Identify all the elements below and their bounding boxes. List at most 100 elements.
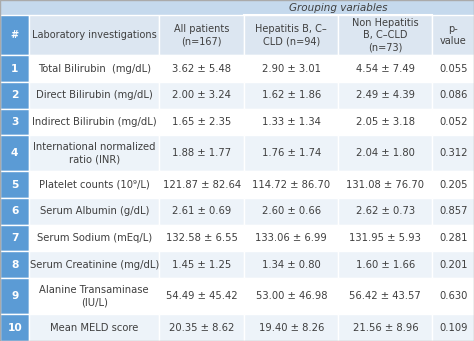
Text: 9: 9 (11, 291, 18, 301)
Bar (0, 251, 29, 278)
Text: 121.87 ± 82.64: 121.87 ± 82.64 (163, 180, 241, 190)
Text: 2.90 ± 3.01: 2.90 ± 3.01 (262, 63, 321, 74)
Bar (338, 172, 432, 198)
Bar (245, 135, 338, 172)
Bar (338, 198, 432, 225)
Bar (29, 135, 159, 172)
Text: 0.109: 0.109 (439, 323, 467, 333)
Bar (159, 251, 245, 278)
Bar (245, 251, 338, 278)
Text: 114.72 ± 86.70: 114.72 ± 86.70 (252, 180, 330, 190)
Bar (432, 314, 474, 341)
Text: 54.49 ± 45.42: 54.49 ± 45.42 (166, 291, 237, 301)
Text: 0.205: 0.205 (439, 180, 467, 190)
Bar (0, 198, 29, 225)
Text: Direct Bilirubin (mg/dL): Direct Bilirubin (mg/dL) (36, 90, 153, 100)
Bar (29, 278, 159, 314)
Bar (29, 108, 159, 135)
Text: 2.05 ± 3.18: 2.05 ± 3.18 (356, 117, 415, 127)
Text: 3.62 ± 5.48: 3.62 ± 5.48 (172, 63, 231, 74)
Bar (245, 198, 338, 225)
Bar (159, 82, 245, 108)
Text: All patients
(n=167): All patients (n=167) (174, 24, 229, 46)
Bar (0, 278, 29, 314)
Bar (159, 172, 245, 198)
Bar (29, 55, 159, 82)
Bar (245, 108, 338, 135)
Bar (159, 55, 245, 82)
Text: 1: 1 (11, 63, 18, 74)
Text: International normalized
ratio (INR): International normalized ratio (INR) (33, 142, 155, 165)
Bar (29, 225, 159, 251)
Bar (245, 278, 338, 314)
Bar (245, 15, 338, 55)
Bar (159, 108, 245, 135)
Text: 0.312: 0.312 (439, 148, 467, 158)
Bar (245, 314, 338, 341)
Bar (338, 251, 432, 278)
Text: Serum Albumin (g/dL): Serum Albumin (g/dL) (39, 206, 149, 217)
Text: 2.60 ± 0.66: 2.60 ± 0.66 (262, 206, 321, 217)
Text: Laboratory investigations: Laboratory investigations (32, 30, 156, 40)
Text: 1.33 ± 1.34: 1.33 ± 1.34 (262, 117, 321, 127)
Bar (159, 15, 245, 55)
Text: 5: 5 (11, 180, 18, 190)
Bar (338, 82, 432, 108)
Bar (0, 108, 29, 135)
Bar (432, 172, 474, 198)
Text: 2.04 ± 1.80: 2.04 ± 1.80 (356, 148, 415, 158)
Bar (159, 225, 245, 251)
Text: 0.857: 0.857 (439, 206, 467, 217)
Text: 0.055: 0.055 (439, 63, 467, 74)
Text: 2.61 ± 0.69: 2.61 ± 0.69 (172, 206, 231, 217)
Text: Hepatitis B, C–
CLD (n=94): Hepatitis B, C– CLD (n=94) (255, 24, 327, 46)
Text: Platelet counts (10⁹/L): Platelet counts (10⁹/L) (39, 180, 150, 190)
Text: 2.49 ± 4.39: 2.49 ± 4.39 (356, 90, 415, 100)
Bar (245, 82, 338, 108)
Bar (338, 314, 432, 341)
Text: 2: 2 (11, 90, 18, 100)
Text: 0.052: 0.052 (439, 117, 467, 127)
Bar (432, 135, 474, 172)
Text: 2.62 ± 0.73: 2.62 ± 0.73 (356, 206, 415, 217)
Text: 131.08 ± 76.70: 131.08 ± 76.70 (346, 180, 424, 190)
Bar (432, 278, 474, 314)
Bar (29, 314, 159, 341)
Text: 131.95 ± 5.93: 131.95 ± 5.93 (349, 233, 421, 243)
Text: 2.00 ± 3.24: 2.00 ± 3.24 (172, 90, 231, 100)
Bar (245, 172, 338, 198)
Bar (29, 82, 159, 108)
Text: 0.201: 0.201 (439, 260, 467, 270)
Text: 4.54 ± 7.49: 4.54 ± 7.49 (356, 63, 415, 74)
Bar (338, 135, 432, 172)
Bar (432, 15, 474, 55)
Text: Alanine Transaminase
(IU/L): Alanine Transaminase (IU/L) (39, 285, 149, 308)
Bar (432, 198, 474, 225)
Bar (0, 82, 29, 108)
Text: 1.76 ± 1.74: 1.76 ± 1.74 (262, 148, 321, 158)
Bar (338, 55, 432, 82)
Text: Serum Creatinine (mg/dL): Serum Creatinine (mg/dL) (29, 260, 159, 270)
Bar (0, 15, 29, 55)
Text: 1.45 ± 1.25: 1.45 ± 1.25 (172, 260, 231, 270)
Text: 21.56 ± 8.96: 21.56 ± 8.96 (353, 323, 418, 333)
Text: Non Hepatitis
B, C–CLD
(n=73): Non Hepatitis B, C–CLD (n=73) (352, 18, 419, 53)
Text: p-
value: p- value (440, 24, 466, 46)
Bar (0, 314, 29, 341)
Text: 4: 4 (11, 148, 18, 158)
Text: 3: 3 (11, 117, 18, 127)
Bar (0, 172, 29, 198)
Bar (159, 314, 245, 341)
Text: 6: 6 (11, 206, 18, 217)
Text: 7: 7 (11, 233, 18, 243)
Text: 0.630: 0.630 (439, 291, 467, 301)
Bar (432, 55, 474, 82)
Text: 0.281: 0.281 (439, 233, 467, 243)
Bar (29, 172, 159, 198)
Text: 1.34 ± 0.80: 1.34 ± 0.80 (262, 260, 321, 270)
Bar (0, 0, 474, 15)
Bar (159, 278, 245, 314)
Bar (0, 225, 29, 251)
Bar (338, 15, 432, 55)
Bar (338, 225, 432, 251)
